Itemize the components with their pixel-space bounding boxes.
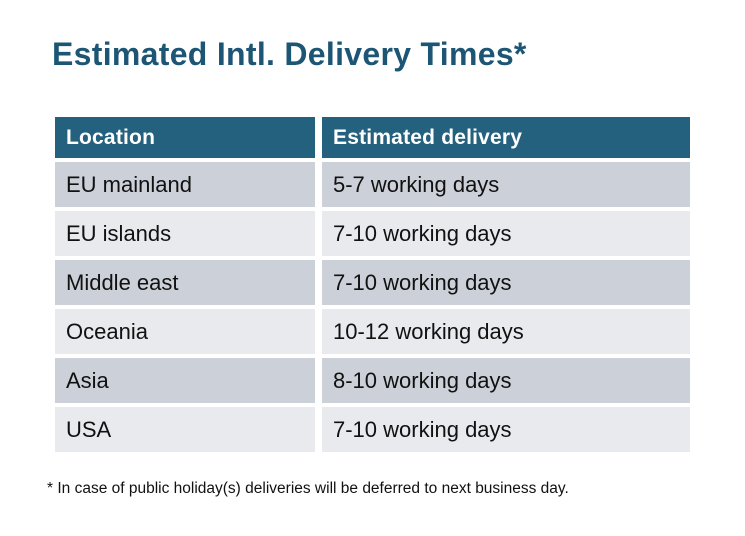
cell-location: Middle east — [55, 260, 315, 305]
cell-location: Oceania — [55, 309, 315, 354]
cell-delivery: 5-7 working days — [322, 162, 690, 207]
cell-delivery: 8-10 working days — [322, 358, 690, 403]
cell-delivery: 10-12 working days — [322, 309, 690, 354]
cell-location: EU islands — [55, 211, 315, 256]
page-title: Estimated Intl. Delivery Times* — [52, 36, 527, 72]
column-header-location: Location — [55, 117, 315, 158]
cell-location: EU mainland — [55, 162, 315, 207]
footnote: * In case of public holiday(s) deliverie… — [47, 480, 569, 497]
delivery-times-table: Location Estimated delivery EU mainland … — [55, 117, 690, 452]
column-header-estimated-delivery: Estimated delivery — [322, 117, 690, 158]
cell-delivery: 7-10 working days — [322, 407, 690, 452]
cell-location: USA — [55, 407, 315, 452]
cell-delivery: 7-10 working days — [322, 260, 690, 305]
cell-delivery: 7-10 working days — [322, 211, 690, 256]
cell-location: Asia — [55, 358, 315, 403]
